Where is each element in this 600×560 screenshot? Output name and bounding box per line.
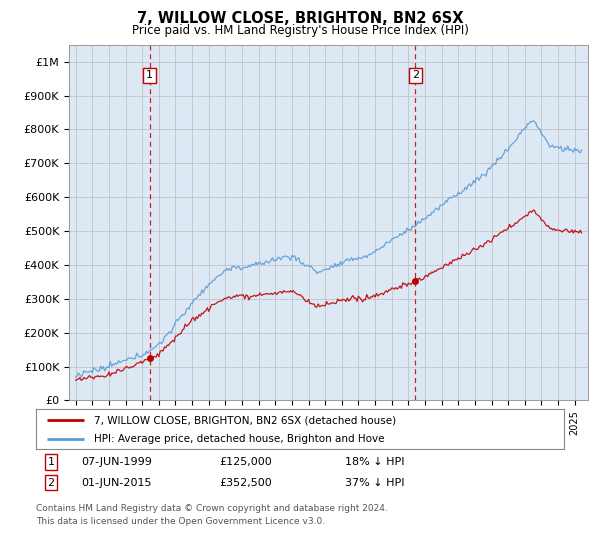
Text: 37% ↓ HPI: 37% ↓ HPI bbox=[345, 478, 404, 488]
Text: This data is licensed under the Open Government Licence v3.0.: This data is licensed under the Open Gov… bbox=[36, 517, 325, 526]
Text: 7, WILLOW CLOSE, BRIGHTON, BN2 6SX: 7, WILLOW CLOSE, BRIGHTON, BN2 6SX bbox=[137, 11, 463, 26]
Text: 1: 1 bbox=[47, 457, 55, 467]
Text: 2: 2 bbox=[47, 478, 55, 488]
Text: 2: 2 bbox=[412, 71, 419, 80]
Text: 18% ↓ HPI: 18% ↓ HPI bbox=[345, 457, 404, 467]
Text: HPI: Average price, detached house, Brighton and Hove: HPI: Average price, detached house, Brig… bbox=[94, 434, 385, 444]
Text: £352,500: £352,500 bbox=[219, 478, 272, 488]
Text: Price paid vs. HM Land Registry's House Price Index (HPI): Price paid vs. HM Land Registry's House … bbox=[131, 24, 469, 37]
Text: 1: 1 bbox=[146, 71, 153, 80]
Text: 7, WILLOW CLOSE, BRIGHTON, BN2 6SX (detached house): 7, WILLOW CLOSE, BRIGHTON, BN2 6SX (deta… bbox=[94, 415, 396, 425]
Text: 07-JUN-1999: 07-JUN-1999 bbox=[81, 457, 152, 467]
Text: £125,000: £125,000 bbox=[219, 457, 272, 467]
Text: Contains HM Land Registry data © Crown copyright and database right 2024.: Contains HM Land Registry data © Crown c… bbox=[36, 504, 388, 513]
Text: 01-JUN-2015: 01-JUN-2015 bbox=[81, 478, 151, 488]
